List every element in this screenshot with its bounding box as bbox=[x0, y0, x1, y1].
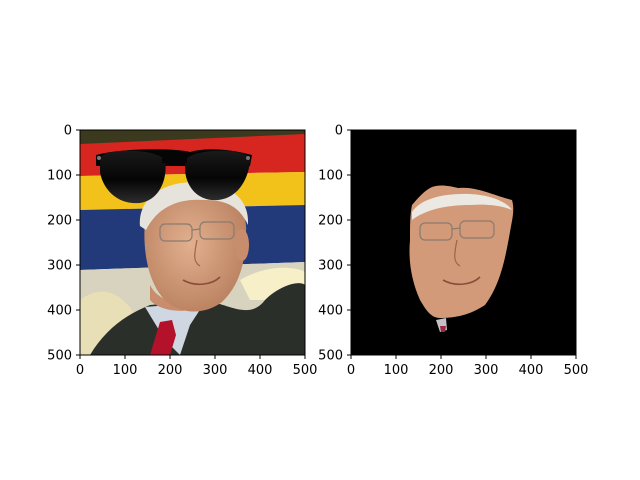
left-image-panel bbox=[80, 130, 305, 355]
left-x-ticks: 0 100 200 300 400 500 bbox=[76, 355, 318, 378]
y-tick-label: 400 bbox=[318, 304, 343, 319]
mouth bbox=[182, 276, 221, 286]
y-tick-label: 400 bbox=[47, 304, 72, 319]
x-tick-label: 0 bbox=[76, 363, 84, 378]
right-axes-frame bbox=[350, 129, 577, 356]
right-y-ticks: 0 100 200 300 400 500 bbox=[318, 124, 351, 364]
x-tick-label: 200 bbox=[429, 363, 454, 378]
y-tick-label: 200 bbox=[47, 214, 72, 229]
y-tick-label: 200 bbox=[318, 214, 343, 229]
masked-mouth bbox=[442, 276, 481, 286]
sunglasses-right-lens bbox=[185, 150, 250, 201]
sunglasses-left-rivet bbox=[97, 156, 101, 160]
x-tick-label: 300 bbox=[474, 363, 499, 378]
y-tick-label: 500 bbox=[47, 349, 72, 364]
left-axes-frame bbox=[79, 129, 306, 356]
y-tick-label: 300 bbox=[318, 259, 343, 274]
sunglasses-left-lens bbox=[100, 150, 166, 204]
x-tick-label: 500 bbox=[564, 363, 589, 378]
sunglasses-bridge bbox=[162, 157, 187, 163]
x-tick-label: 400 bbox=[248, 363, 273, 378]
y-tick-label: 500 bbox=[318, 349, 343, 364]
ear bbox=[235, 229, 249, 261]
sunglasses bbox=[96, 149, 252, 204]
x-tick-label: 200 bbox=[158, 363, 183, 378]
tie bbox=[150, 320, 176, 355]
masked-face bbox=[409, 185, 514, 318]
x-tick-label: 100 bbox=[384, 363, 409, 378]
right-x-ticks: 0 100 200 300 400 500 bbox=[347, 355, 589, 378]
y-tick-label: 0 bbox=[335, 124, 343, 139]
nose bbox=[194, 239, 201, 267]
sunglasses-right-rivet bbox=[246, 156, 250, 160]
y-tick-label: 0 bbox=[64, 124, 72, 139]
masked-eyeglasses bbox=[419, 220, 495, 241]
x-tick-label: 100 bbox=[113, 363, 138, 378]
masked-nose bbox=[454, 239, 461, 267]
y-tick-label: 300 bbox=[47, 259, 72, 274]
y-tick-label: 100 bbox=[318, 169, 343, 184]
x-tick-label: 400 bbox=[519, 363, 544, 378]
x-tick-label: 300 bbox=[203, 363, 228, 378]
x-tick-label: 0 bbox=[347, 363, 355, 378]
x-tick-label: 500 bbox=[293, 363, 318, 378]
masked-hair bbox=[412, 193, 512, 220]
suit bbox=[90, 283, 305, 355]
eyeglasses bbox=[159, 221, 235, 242]
shirt bbox=[145, 302, 205, 355]
y-tick-label: 100 bbox=[47, 169, 72, 184]
masked-tie-fragment bbox=[440, 326, 446, 332]
right-image-panel bbox=[351, 130, 576, 355]
left-y-ticks: 0 100 200 300 400 500 bbox=[47, 124, 80, 364]
